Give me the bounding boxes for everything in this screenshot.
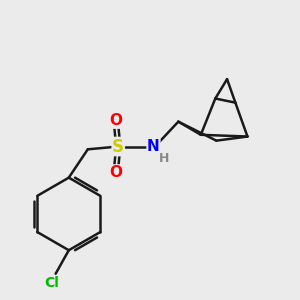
Text: O: O xyxy=(109,113,122,128)
Text: Cl: Cl xyxy=(44,276,59,290)
Text: H: H xyxy=(159,152,170,165)
Text: N: N xyxy=(147,139,160,154)
Text: O: O xyxy=(109,165,122,180)
Text: S: S xyxy=(112,137,124,155)
